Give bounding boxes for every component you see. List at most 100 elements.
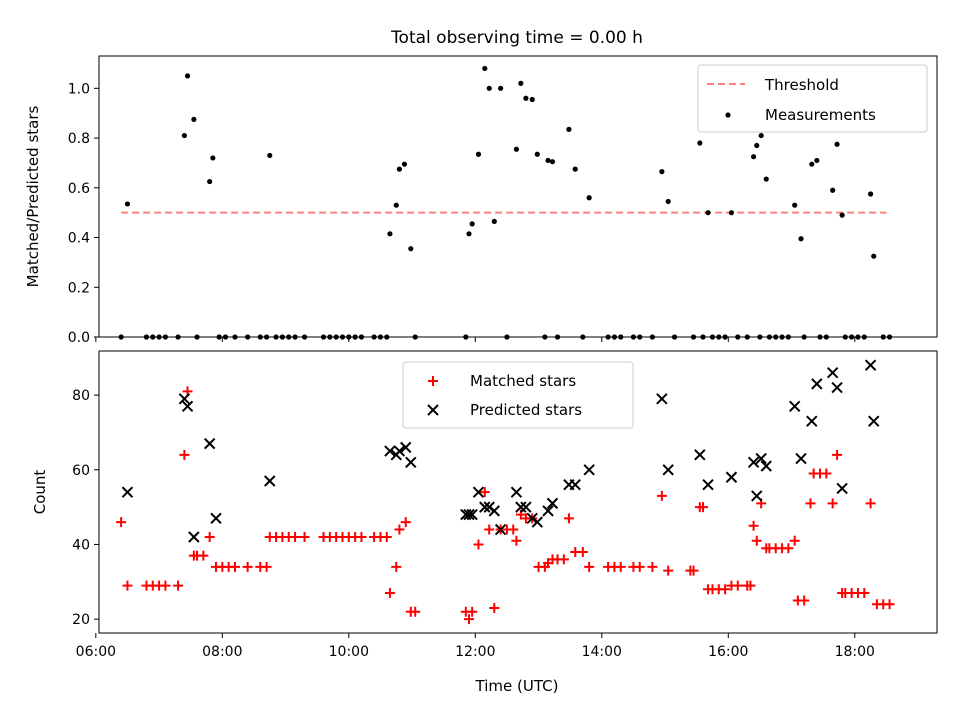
matched-star-point — [859, 588, 870, 599]
measurement-point — [763, 176, 769, 182]
predicted-star-point — [515, 501, 527, 513]
legend-predicted-swatch — [427, 404, 439, 416]
matched-star-point — [511, 535, 522, 546]
measurement-point — [513, 146, 520, 152]
matched-star-point — [489, 602, 500, 613]
matched-star-point — [751, 535, 762, 546]
predicted-star-point — [795, 452, 807, 465]
matched-star-point — [384, 588, 395, 599]
measurement-point — [705, 210, 711, 216]
matched-star-point — [563, 513, 574, 524]
matched-star-point — [720, 584, 731, 595]
y-tick-label: 0.6 — [68, 181, 90, 197]
matched-star-point — [577, 546, 588, 557]
measurement-point — [482, 65, 488, 72]
y-tick-label: 80 — [72, 388, 90, 404]
matched-star-point — [381, 532, 392, 543]
matched-star-point — [799, 595, 810, 606]
predicted-star-point — [755, 452, 767, 465]
predicted-star-point — [488, 505, 500, 517]
predicted-star-point — [531, 516, 543, 528]
predicted-star-point — [510, 486, 523, 498]
matched-star-point — [584, 561, 595, 572]
measurement-point — [534, 151, 540, 157]
legend-box — [697, 64, 928, 133]
x-tick-label: 16:00 — [708, 644, 748, 660]
predicted-star-point — [400, 441, 412, 454]
x-tick-label: 06:00 — [76, 644, 116, 660]
matched-star-point — [656, 490, 667, 501]
measurement-point — [839, 212, 845, 218]
predicted-star-point — [702, 479, 714, 491]
y-tick-label: 0.0 — [68, 330, 90, 346]
x-tick-label: 12:00 — [455, 644, 495, 660]
measurement-point — [545, 157, 551, 164]
predicted-star-point — [864, 359, 877, 371]
matched-star-point — [479, 487, 490, 498]
y-tick-label: 1.0 — [68, 81, 90, 97]
measurement-point — [834, 141, 840, 147]
legend-measurement-label: Measurements — [765, 106, 876, 124]
matched-star-point — [299, 532, 310, 543]
predicted-star-point — [662, 464, 674, 476]
predicted-star-point — [569, 479, 581, 491]
legend-threshold-label: Threshold — [764, 76, 839, 94]
y-tick-label: 0.8 — [68, 131, 90, 147]
predicted-star-point — [806, 415, 818, 427]
matched-star-point — [179, 449, 190, 460]
predicted-star-point — [546, 497, 559, 510]
ratio-panel: 0.0 0.2 0.4 0.6 0.8 1.0 Matched/Predicted star… — [24, 55, 938, 346]
predicted-star-point — [479, 501, 491, 513]
matched-star-point — [508, 524, 519, 535]
matched-star-point — [356, 532, 367, 543]
measurement-point — [814, 157, 820, 164]
measurement-point — [518, 80, 524, 86]
predicted-star-point — [466, 508, 478, 521]
measurement-point — [566, 126, 572, 132]
plot-frame — [98, 55, 938, 338]
measurement-point — [181, 132, 187, 139]
matched-star-point — [805, 498, 816, 509]
y-axis-label: Count — [31, 470, 49, 515]
predicted-star-point — [264, 475, 276, 487]
matched-star-point — [122, 580, 133, 591]
matched-star-point — [748, 520, 759, 531]
matched-star-point — [198, 550, 209, 561]
x-tick-label: 10:00 — [329, 644, 369, 660]
matched-star-point — [865, 498, 876, 509]
matched-star-point — [783, 543, 794, 554]
predicted-star-point — [826, 366, 839, 379]
matched-star-point — [484, 524, 495, 535]
plot-frame — [98, 350, 938, 634]
matched-star-point — [173, 580, 184, 591]
matched-star-point — [204, 532, 215, 543]
measurement-point — [809, 161, 815, 167]
legend-box — [402, 361, 634, 429]
predicted-star-point — [203, 437, 216, 450]
predicted-star-point — [210, 512, 222, 525]
matched-star-point — [290, 532, 301, 543]
legend: Matched stars Predicted stars — [402, 361, 634, 429]
measurement-point — [792, 202, 798, 208]
matched-star-point — [558, 554, 569, 565]
matched-star-point — [116, 517, 127, 528]
measurement-point — [401, 161, 408, 167]
measurement-point — [475, 151, 482, 157]
y-axis-label: Matched/Predicted stars — [24, 106, 42, 288]
measurement-point — [498, 85, 504, 91]
measurement-point — [728, 210, 735, 216]
measurement-point — [549, 159, 556, 165]
measurement-point — [408, 246, 414, 252]
matched-star-point — [473, 539, 484, 550]
measurement-point — [758, 132, 764, 139]
predicted-star-point — [405, 456, 417, 469]
matched-star-point — [827, 498, 838, 509]
predicted-star-point — [836, 482, 848, 495]
measurement-point — [871, 253, 877, 259]
matched-star-point — [745, 580, 756, 591]
matched-star-point — [261, 561, 272, 572]
matched-star-point — [789, 535, 800, 546]
figure-title: Total observing time = 0.00 h — [390, 28, 643, 48]
matched-star-point — [821, 468, 832, 479]
measurement-point — [830, 187, 836, 193]
